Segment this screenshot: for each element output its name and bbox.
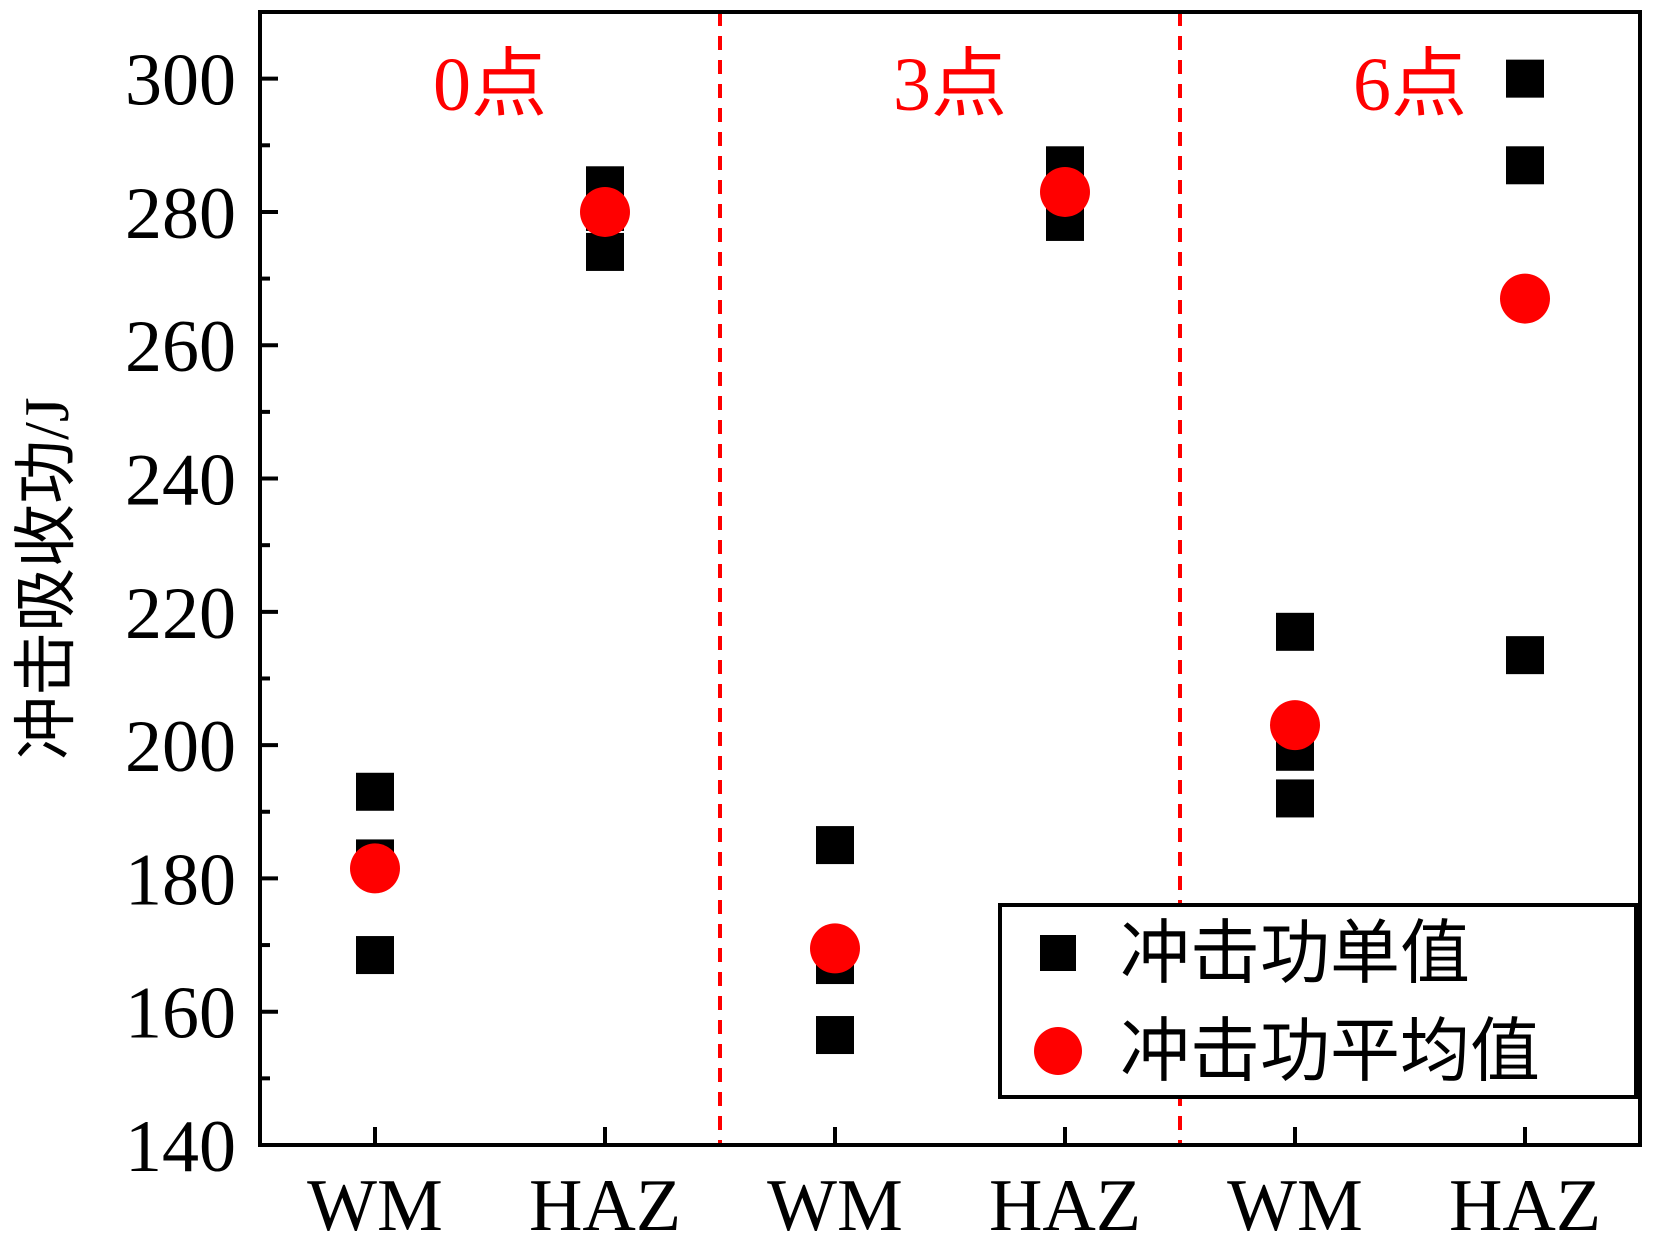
y-tick-label: 160 [125,973,236,1055]
x-axis: WM HAZ WM HAZ WM HAZ [307,1127,1601,1238]
single-value-point [586,232,624,271]
x-tick-label: WM [307,1165,443,1238]
y-tick-label: 300 [125,40,236,122]
x-tick-label: HAZ [529,1165,681,1238]
average-value-point [1270,700,1320,751]
single-value-point [816,1016,854,1055]
legend-marker-circle [1034,1027,1082,1075]
y-tick-label: 180 [125,839,236,921]
group-labels: 0点 3点 6点 [433,43,1467,127]
plot-frame [258,10,1642,1147]
average-value-point [810,923,860,974]
y-axis: 140 160 180 200 220 240 260 280 300 [125,40,278,1188]
legend-box [998,903,1638,1099]
legend-entry-label: 冲击功单值 [1120,916,1470,993]
data-points [350,59,1550,1055]
single-value-point [356,936,394,975]
single-value-point [1506,636,1544,675]
group-label: 3点 [893,43,1007,127]
average-value-point [580,186,630,237]
y-tick-label: 260 [125,306,236,388]
group-label: 0点 [433,43,547,127]
y-tick-label: 140 [125,1106,236,1188]
average-value-point [1500,273,1550,324]
legend-entry-label: 冲击功平均值 [1120,1014,1540,1091]
single-value-point [1276,612,1314,651]
group-label: 6点 [1353,43,1467,127]
x-tick-label: WM [1227,1165,1363,1238]
y-tick-label: 240 [125,440,236,522]
single-value-point [1506,59,1544,98]
average-value-point [350,843,400,894]
y-tick-label: 220 [125,573,236,655]
x-tick-label: WM [767,1165,903,1238]
single-value-point [1506,146,1544,185]
legend-marker-square [1040,935,1076,971]
single-value-point [356,772,394,811]
single-value-point [1276,779,1314,818]
single-value-point [816,826,854,865]
y-axis-label: 冲击吸收功/J [11,397,82,760]
y-tick-label: 200 [125,706,236,788]
average-value-point [1040,166,1090,217]
x-tick-label: HAZ [1449,1165,1601,1238]
y-tick-label: 280 [125,173,236,255]
x-tick-label: HAZ [989,1165,1141,1238]
